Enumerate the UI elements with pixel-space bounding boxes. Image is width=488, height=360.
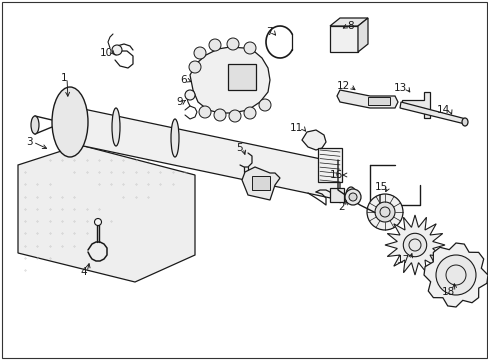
- Circle shape: [345, 189, 360, 205]
- Text: 3: 3: [26, 137, 33, 147]
- Ellipse shape: [52, 87, 88, 157]
- Ellipse shape: [112, 108, 120, 146]
- Text: 10: 10: [100, 48, 113, 58]
- Text: 8: 8: [346, 21, 353, 31]
- Text: 9: 9: [176, 97, 183, 107]
- Text: 2: 2: [338, 202, 345, 212]
- Circle shape: [214, 109, 225, 121]
- Text: 4: 4: [80, 267, 87, 277]
- Bar: [317, 148, 341, 182]
- Circle shape: [244, 107, 256, 119]
- Circle shape: [94, 219, 102, 225]
- Text: 11: 11: [289, 123, 303, 133]
- Circle shape: [244, 42, 256, 54]
- Text: 14: 14: [436, 105, 449, 115]
- Text: 17: 17: [396, 255, 409, 265]
- Circle shape: [228, 110, 241, 122]
- Text: 16: 16: [329, 170, 342, 180]
- Text: 1: 1: [60, 73, 67, 83]
- Bar: [367, 97, 389, 105]
- Polygon shape: [336, 90, 397, 108]
- Polygon shape: [384, 215, 444, 275]
- Ellipse shape: [31, 116, 39, 134]
- Text: 7: 7: [266, 27, 272, 37]
- Polygon shape: [401, 92, 429, 118]
- Polygon shape: [329, 26, 357, 52]
- Text: 18: 18: [441, 287, 454, 297]
- Circle shape: [112, 45, 122, 55]
- Circle shape: [208, 39, 221, 51]
- Circle shape: [366, 194, 402, 230]
- Polygon shape: [55, 103, 339, 200]
- Polygon shape: [18, 145, 195, 282]
- Circle shape: [259, 99, 270, 111]
- Ellipse shape: [461, 118, 467, 126]
- Text: 13: 13: [393, 83, 406, 93]
- Ellipse shape: [346, 187, 355, 203]
- Text: 5: 5: [236, 143, 243, 153]
- Bar: [227, 64, 256, 90]
- Polygon shape: [423, 243, 487, 307]
- Circle shape: [194, 47, 205, 59]
- Text: 12: 12: [336, 81, 349, 91]
- Text: 6: 6: [180, 75, 186, 85]
- Circle shape: [435, 255, 475, 295]
- Bar: [251, 176, 269, 190]
- Polygon shape: [329, 18, 367, 26]
- Polygon shape: [190, 47, 269, 113]
- Circle shape: [226, 38, 239, 50]
- Ellipse shape: [171, 119, 179, 157]
- Polygon shape: [302, 130, 325, 150]
- Circle shape: [184, 90, 195, 100]
- Circle shape: [348, 193, 356, 201]
- Circle shape: [403, 233, 426, 257]
- Circle shape: [189, 61, 201, 73]
- Polygon shape: [242, 167, 280, 200]
- Polygon shape: [357, 18, 367, 52]
- Polygon shape: [399, 102, 465, 124]
- Text: 15: 15: [374, 182, 387, 192]
- Circle shape: [374, 202, 394, 222]
- Bar: [329, 188, 343, 202]
- Circle shape: [199, 106, 210, 118]
